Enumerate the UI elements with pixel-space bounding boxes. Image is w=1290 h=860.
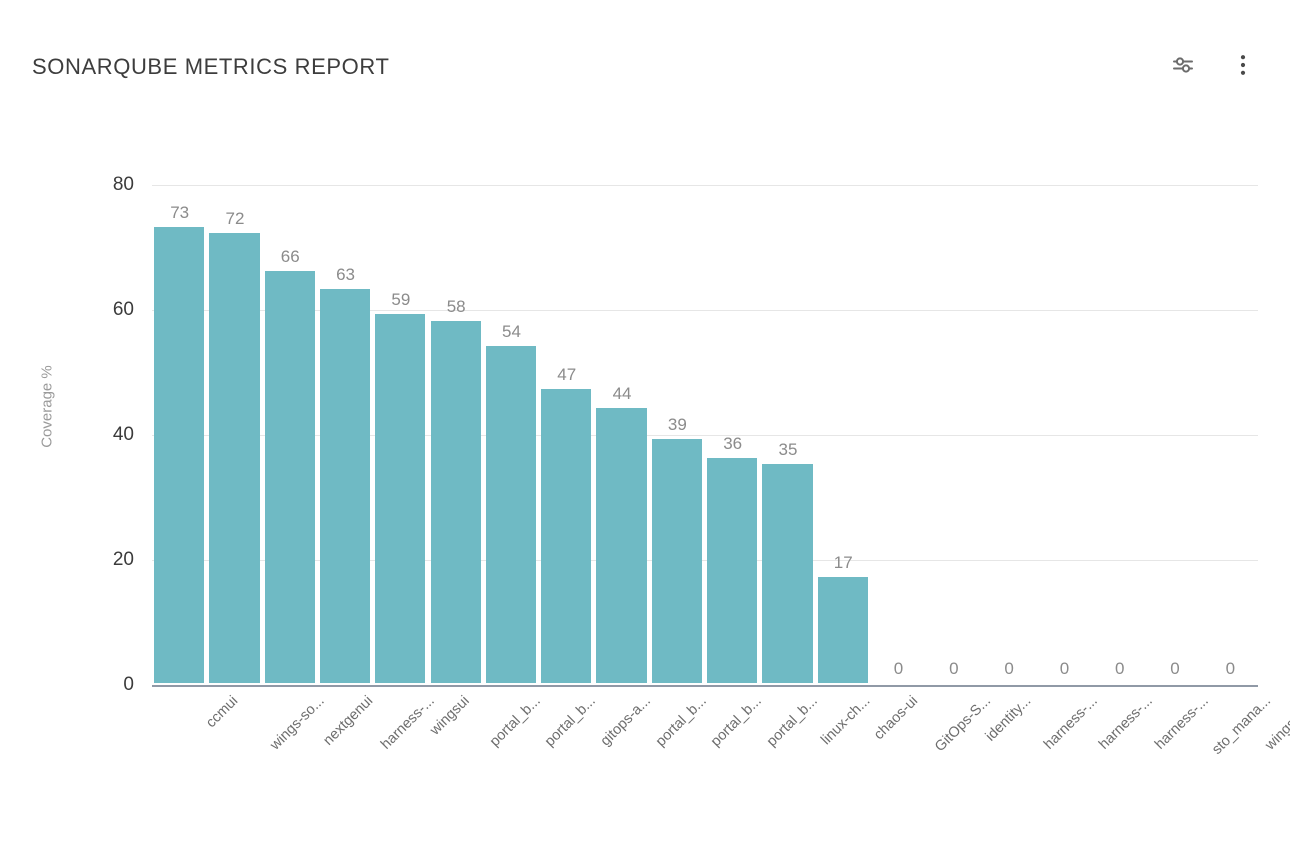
bar-value-label: 35 bbox=[778, 440, 798, 460]
x-axis-tick-label: portal_b... bbox=[708, 693, 766, 750]
bar-value-label: 0 bbox=[1059, 659, 1070, 678]
y-axis-tick-label: 0 bbox=[123, 674, 134, 695]
x-axis-line bbox=[152, 685, 1258, 687]
bar[interactable] bbox=[319, 289, 371, 683]
bar-group[interactable]: 73 bbox=[152, 110, 207, 685]
bar-value-label: 0 bbox=[1170, 659, 1180, 678]
x-axis-tick-label: harness-... bbox=[377, 693, 438, 753]
bar-value-label: 54 bbox=[501, 321, 521, 341]
bar-group[interactable]: 17 bbox=[816, 110, 871, 685]
bar-value-label: 36 bbox=[723, 434, 743, 453]
bar[interactable] bbox=[430, 320, 481, 683]
bar-value-label: 58 bbox=[446, 296, 466, 316]
bar-value-label: 47 bbox=[557, 365, 577, 385]
x-axis-tick-label: linux-ch... bbox=[818, 693, 874, 749]
bar-value-label: 73 bbox=[170, 202, 190, 222]
bars-container: 73 72 66 63 59 58 54 47 44 39 36 35 17 0 0 0 0 0 0 0 bbox=[152, 110, 1258, 687]
bar-group[interactable]: 0 bbox=[1147, 110, 1202, 685]
y-axis-tick-label: 80 bbox=[112, 174, 134, 195]
bar[interactable] bbox=[762, 464, 813, 683]
bar-value-label: 63 bbox=[336, 265, 355, 285]
bar-value-label: 17 bbox=[833, 552, 853, 572]
bar[interactable] bbox=[209, 233, 260, 683]
x-axis-tick-label: gitops-a... bbox=[597, 693, 654, 750]
bar-group[interactable]: 0 bbox=[871, 110, 926, 685]
bar[interactable] bbox=[375, 314, 426, 683]
bar-group[interactable]: 0 bbox=[1037, 110, 1092, 685]
more-vertical-icon[interactable] bbox=[1226, 48, 1260, 82]
bar-group[interactable]: 0 bbox=[982, 110, 1037, 685]
page-title: SONARQUBE METRICS REPORT bbox=[32, 54, 390, 79]
card-header: SONARQUBE METRICS REPORT bbox=[0, 0, 1290, 128]
gridline bbox=[152, 560, 1258, 561]
bar-group[interactable]: 72 bbox=[207, 110, 262, 685]
bar[interactable] bbox=[154, 226, 205, 683]
x-axis-tick-label: portal_b... bbox=[763, 693, 821, 750]
x-axis-tick-label: wings-so... bbox=[267, 693, 328, 754]
x-axis-tick-label: ccmui bbox=[202, 693, 241, 732]
gridline bbox=[152, 435, 1258, 436]
bar[interactable] bbox=[485, 345, 537, 683]
bar[interactable] bbox=[651, 439, 702, 683]
bar-value-label: 0 bbox=[893, 659, 904, 678]
bar-group[interactable]: 59 bbox=[373, 110, 428, 685]
bar-group[interactable]: 63 bbox=[318, 110, 373, 685]
x-axis-tick-label: harness-... bbox=[1096, 693, 1157, 753]
x-axis-tick-label: chaos-ui bbox=[871, 693, 922, 744]
bar-value-label: 66 bbox=[280, 246, 300, 266]
y-axis-title: Coverage % bbox=[38, 365, 56, 448]
x-axis-tick-label: portal_b... bbox=[542, 693, 600, 750]
bar-value-label: 44 bbox=[612, 384, 632, 403]
bar-group[interactable]: 0 bbox=[1092, 110, 1147, 685]
bar-value-label: 59 bbox=[391, 290, 411, 310]
x-axis-tick-label: nextgenui bbox=[320, 693, 377, 749]
gridline bbox=[152, 310, 1258, 311]
y-axis-tick-label: 60 bbox=[112, 299, 134, 320]
bar-value-label: 72 bbox=[225, 209, 245, 228]
x-axis-tick-label: portal_b... bbox=[652, 693, 710, 750]
x-axis-tick-label: sto_mana... bbox=[1209, 693, 1275, 758]
x-axis-tick-label: harness-... bbox=[1151, 693, 1212, 753]
bar[interactable] bbox=[707, 458, 758, 683]
bar-group[interactable]: 44 bbox=[594, 110, 649, 685]
y-axis-tick-label: 40 bbox=[112, 424, 134, 445]
bar-group[interactable]: 66 bbox=[263, 110, 318, 685]
header-actions bbox=[1166, 48, 1260, 82]
bar-group[interactable]: 35 bbox=[760, 110, 815, 685]
bar[interactable] bbox=[264, 270, 315, 683]
bar-value-label: 0 bbox=[1115, 659, 1125, 678]
bar-group[interactable]: 39 bbox=[650, 110, 705, 685]
x-axis-tick-label: harness-... bbox=[1041, 693, 1101, 753]
bar-group[interactable]: 58 bbox=[429, 110, 484, 685]
bar[interactable] bbox=[817, 576, 868, 683]
bar-group[interactable]: 47 bbox=[539, 110, 594, 685]
bar-group[interactable]: 0 bbox=[1203, 110, 1258, 685]
bar-value-label: 0 bbox=[949, 659, 959, 678]
y-axis-tick-label: 20 bbox=[112, 549, 134, 570]
gridlines bbox=[152, 185, 1258, 685]
bar[interactable] bbox=[541, 389, 592, 683]
bar-value-label: 0 bbox=[1004, 659, 1014, 678]
bar[interactable] bbox=[596, 408, 647, 683]
bar-group[interactable]: 54 bbox=[484, 110, 539, 685]
bar-group[interactable]: 0 bbox=[926, 110, 981, 685]
x-axis-labels: ccmui wings-so... nextgenui harness-... wing… bbox=[152, 693, 1290, 853]
bar-group[interactable]: 36 bbox=[705, 110, 760, 685]
bar-value-label: 39 bbox=[667, 415, 687, 435]
x-axis-tick-label: GitOps-S... bbox=[931, 693, 994, 756]
sliders-icon[interactable] bbox=[1166, 48, 1200, 82]
bar-value-label: 0 bbox=[1225, 659, 1236, 678]
gridline bbox=[152, 185, 1258, 186]
y-axis-ticks: 0 20 40 60 80 bbox=[72, 0, 134, 860]
x-axis-tick-label: portal_b... bbox=[487, 693, 544, 750]
